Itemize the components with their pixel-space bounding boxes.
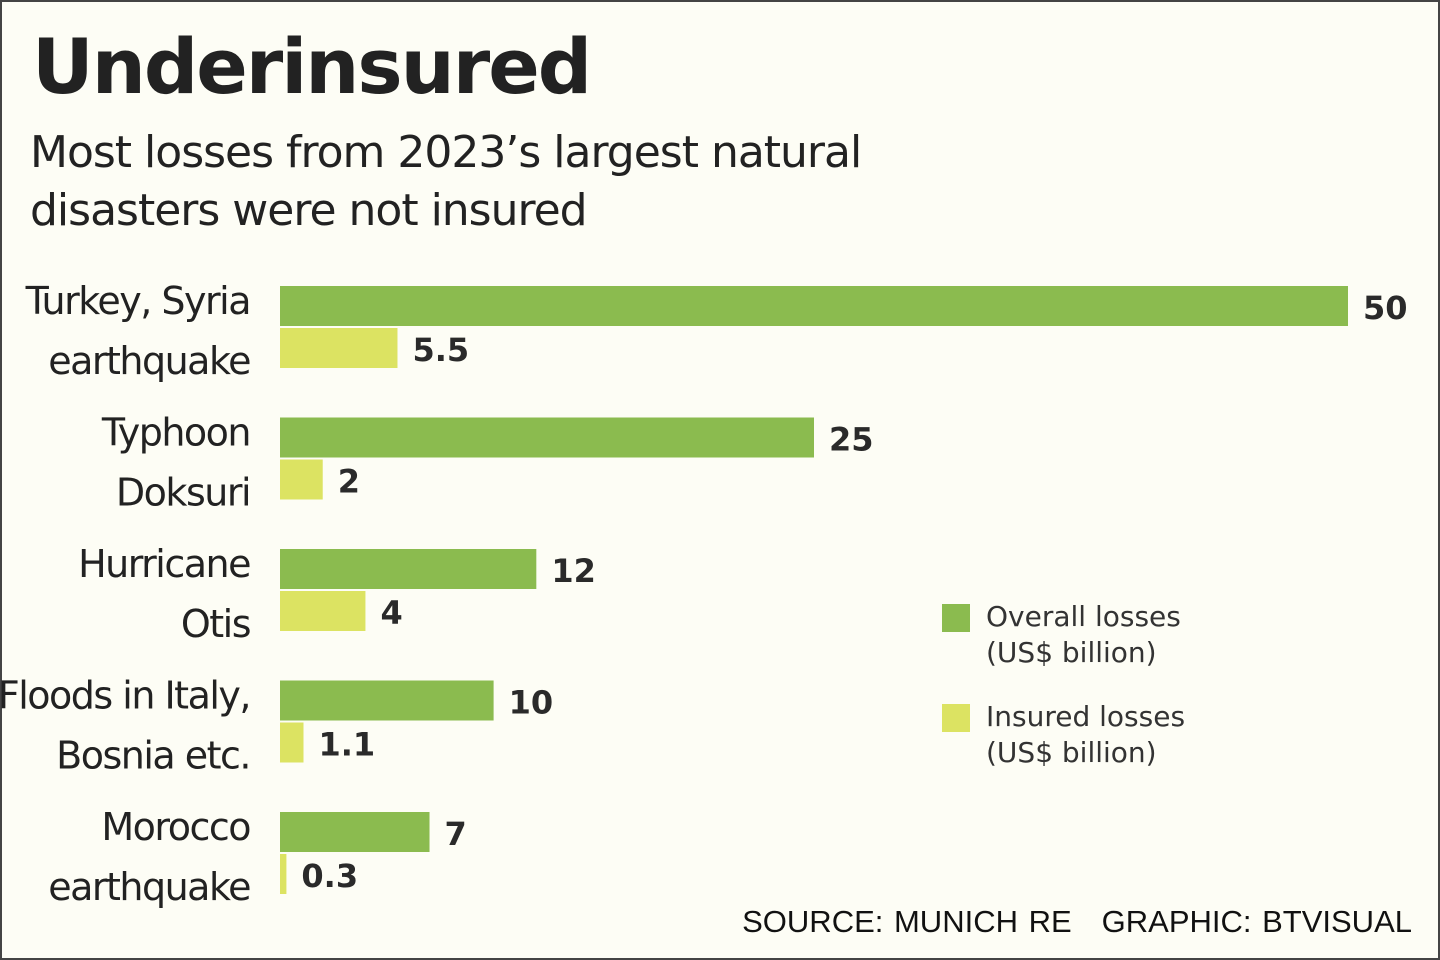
data-label: 0.3: [301, 857, 358, 895]
overall-loss-bar: [280, 680, 494, 721]
category-label: Doksuri: [116, 471, 250, 515]
category-label: earthquake: [48, 339, 250, 383]
category-label: Floods in Italy,: [0, 674, 250, 718]
legend-swatch: [942, 604, 970, 632]
overall-loss-bar: [280, 812, 430, 852]
data-label: 50: [1363, 289, 1408, 327]
insured-loss-bar: [280, 328, 398, 368]
category-label: earthquake: [48, 865, 250, 909]
data-label: 1.1: [318, 726, 375, 764]
overall-loss-bar: [280, 549, 537, 589]
data-label: 4: [380, 594, 402, 632]
data-label: 7: [445, 815, 467, 853]
legend-label: (US$ billion): [986, 636, 1157, 669]
data-label: 12: [551, 552, 596, 590]
chart-subtitle: Most losses from 2023’s largest natural …: [30, 127, 862, 236]
overall-loss-bar: [280, 286, 1348, 326]
legend-label: Overall losses: [986, 600, 1181, 633]
legend-label: (US$ billion): [986, 736, 1157, 769]
data-label: 10: [509, 684, 554, 722]
category-label: Bosnia etc.: [56, 734, 250, 778]
legend-label: Insured losses: [986, 700, 1185, 733]
footer: SOURCE: MUNICH RE GRAPHIC: BTVISUAL: [742, 904, 1412, 940]
category-label: Hurricane: [78, 542, 250, 586]
insured-loss-bar: [280, 854, 287, 894]
legend-swatch: [942, 704, 970, 732]
insured-loss-bar: [280, 591, 366, 631]
overall-loss-bar: [280, 417, 814, 458]
chart-title: Underinsured: [32, 22, 592, 111]
data-label: 5.5: [412, 331, 469, 369]
category-label: Turkey, Syria: [25, 279, 250, 323]
source-credit: SOURCE: MUNICH RE: [742, 904, 1072, 939]
category-label: Otis: [181, 602, 250, 646]
data-label: 2: [338, 463, 360, 501]
category-label: Typhoon: [101, 411, 250, 455]
insured-loss-bar: [280, 722, 304, 763]
graphic-credit: GRAPHIC: BTVISUAL: [1101, 904, 1412, 939]
data-label: 25: [829, 421, 874, 459]
category-label: Morocco: [101, 805, 250, 849]
insured-loss-bar: [280, 459, 323, 500]
